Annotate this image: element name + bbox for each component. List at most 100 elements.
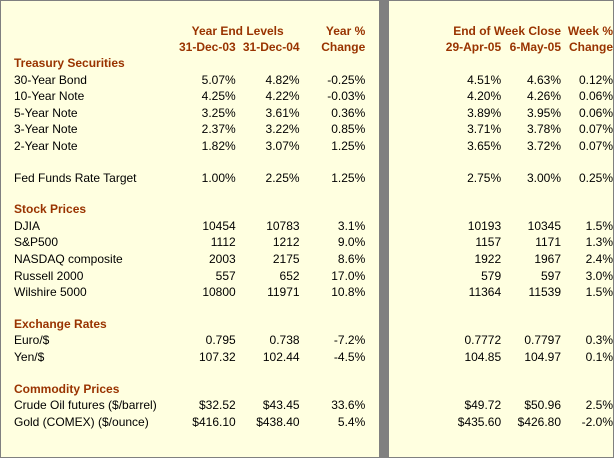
value-cell: 11539	[528, 285, 562, 300]
spacer-cell	[365, 105, 444, 122]
value-cell: 3.22%	[265, 122, 300, 137]
value-cell: 579	[481, 268, 502, 283]
table-row: 3-Year Note 2.37% 3.22% 0.85% 3.71% 3.78% 0.07…	[1, 121, 613, 138]
row-label: 30-Year Bond	[14, 72, 87, 87]
value-cell: -7.2%	[333, 333, 366, 348]
table-row: Russell 2000 557 652 17.0% 579 597 3.0%	[1, 268, 613, 285]
value-cell: 4.63%	[527, 72, 562, 87]
table-row: 2-Year Note 1.82% 3.07% 1.25% 3.65% 3.72% 0.07…	[1, 138, 613, 155]
value-cell: 0.7772	[464, 333, 502, 348]
spacer-row	[1, 186, 613, 201]
header-change-year: Change	[321, 40, 366, 54]
header-week-pct: Week %	[567, 24, 613, 38]
value-cell: 3.65%	[467, 138, 502, 153]
value-cell: 5.07%	[201, 72, 236, 87]
header-row-1: Year End Levels Year % End of Week Close…	[1, 23, 613, 39]
section-title-row: Commodity Prices	[1, 381, 613, 398]
section-title: Commodity Prices	[14, 381, 120, 396]
value-cell: 4.51%	[467, 72, 502, 87]
value-cell: 597	[541, 268, 562, 283]
row-label: Yen/$	[14, 349, 45, 364]
spacer-cell	[365, 234, 444, 251]
value-cell: 3.72%	[527, 138, 562, 153]
value-cell: 1112	[210, 235, 236, 250]
value-cell: 0.12%	[578, 72, 613, 87]
spacer-cell	[365, 397, 444, 414]
spacer-row	[1, 366, 613, 381]
value-cell: $438.40	[256, 414, 300, 429]
value-cell: 3.00%	[527, 170, 562, 185]
value-cell: $426.80	[517, 414, 562, 429]
value-cell: 3.1%	[337, 218, 366, 233]
value-cell: 0.795	[205, 333, 236, 348]
spacer-row	[1, 155, 613, 170]
value-cell: $43.45	[262, 398, 300, 413]
value-cell: 1.82%	[201, 138, 236, 153]
spacer-cell	[365, 170, 444, 187]
spacer-cell	[365, 218, 444, 235]
section-title: Stock Prices	[14, 202, 87, 217]
value-cell: 104.85	[464, 349, 502, 364]
table-row: 5-Year Note 3.25% 3.61% 0.36% 3.89% 3.95% 0.06…	[1, 105, 613, 122]
value-cell: 0.1%	[585, 349, 613, 364]
value-cell: 2.5%	[585, 398, 613, 413]
row-label: 3-Year Note	[14, 122, 78, 137]
value-cell: 1967	[534, 251, 562, 266]
value-cell: 2.4%	[585, 251, 613, 266]
value-cell: 11364	[468, 285, 502, 300]
value-cell: 4.25%	[201, 89, 236, 104]
value-cell: -2.0%	[581, 414, 613, 429]
section-title-row: Stock Prices	[1, 201, 613, 218]
value-cell: 104.97	[524, 349, 562, 364]
value-cell: 0.738	[269, 333, 300, 348]
spacer-cell	[365, 268, 444, 285]
row-label: 10-Year Note	[14, 89, 85, 104]
value-cell: -0.25%	[327, 72, 366, 87]
table-row: DJIA 10454 10783 3.1% 10193 10345 1.5%	[1, 218, 613, 235]
spacer-row	[1, 301, 613, 316]
value-cell: -0.03%	[327, 89, 366, 104]
value-cell: 0.36%	[331, 105, 366, 120]
value-cell: 3.61%	[265, 105, 300, 120]
value-cell: 3.95%	[527, 105, 562, 120]
value-cell: $416.10	[192, 414, 236, 429]
header-year-pct: Year %	[325, 24, 366, 38]
row-label: 2-Year Note	[14, 138, 78, 153]
value-cell: 107.32	[198, 349, 236, 364]
value-cell: 2.25%	[265, 170, 300, 185]
row-label: Gold (COMEX) ($/ounce)	[14, 414, 149, 429]
row-label: Fed Funds Rate Target	[14, 170, 137, 185]
table-row: NASDAQ composite 2003 2175 8.6% 1922 1967 2.4%	[1, 251, 613, 268]
value-cell: $435.60	[457, 414, 502, 429]
value-cell: $49.72	[464, 398, 502, 413]
header-date-6-may-05: 6-May-05	[509, 40, 562, 54]
column-divider	[379, 1, 389, 457]
section-title-row: Exchange Rates	[1, 316, 613, 333]
spacer-cell	[365, 72, 444, 89]
value-cell: 4.26%	[527, 89, 562, 104]
header-row-2: 31-Dec-03 31-Dec-04 Change 29-Apr-05 6-M…	[1, 39, 613, 55]
table-row: 10-Year Note 4.25% 4.22% -0.03% 4.20% 4.26% 0.…	[1, 88, 613, 105]
value-cell: 1922	[474, 251, 502, 266]
value-cell: 3.78%	[527, 122, 562, 137]
section-title: Exchange Rates	[14, 316, 107, 331]
spacer-cell	[365, 138, 444, 155]
row-label: Euro/$	[14, 333, 50, 348]
value-cell: 9.0%	[337, 235, 366, 250]
value-cell: 1.5%	[585, 218, 613, 233]
header-end-of-week-close: End of Week Close	[453, 24, 562, 38]
value-cell: 11971	[267, 285, 300, 300]
table-row: Fed Funds Rate Target 1.00% 2.25% 1.25% 2.75…	[1, 170, 613, 187]
table-row: Crude Oil futures ($/barrel) $32.52 $43.45…	[1, 397, 613, 414]
value-cell: 0.07%	[578, 122, 613, 137]
spacer-cell	[365, 121, 444, 138]
spacer-cell	[365, 414, 444, 431]
value-cell: 2175	[272, 251, 300, 266]
value-cell: 10.8%	[331, 285, 366, 300]
value-cell: 0.06%	[578, 105, 613, 120]
section-title: Treasury Securities	[14, 56, 125, 70]
value-cell: 102.44	[262, 349, 300, 364]
table-row: Gold (COMEX) ($/ounce) $416.10 $438.40 5.4%…	[1, 414, 613, 431]
value-cell: 1.3%	[585, 235, 613, 250]
value-cell: 17.0%	[331, 268, 366, 283]
